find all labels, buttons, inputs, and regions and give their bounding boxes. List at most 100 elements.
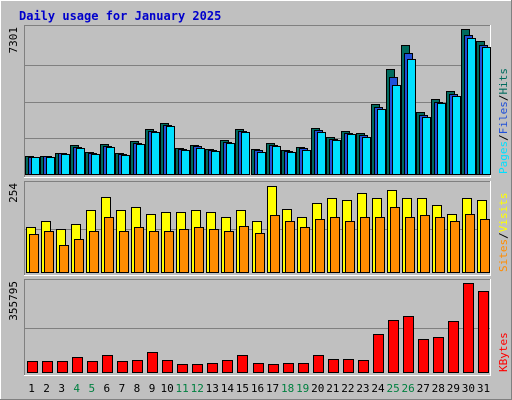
x-tick-label: 28	[432, 382, 445, 395]
bar-kbytes-day-17	[268, 364, 279, 373]
bar-kbytes-day-11	[177, 364, 188, 373]
bar-pages-day-31	[482, 47, 491, 175]
bar-kbytes-day-28	[433, 337, 444, 373]
x-tick-label: 1	[28, 382, 35, 395]
bar-pages-day-6	[106, 147, 115, 175]
x-tick-label: 20	[311, 382, 324, 395]
bar-kbytes-day-30	[463, 283, 474, 373]
bar-sites-day-15	[239, 226, 249, 273]
bar-pages-day-18	[287, 152, 296, 175]
x-tick-label: 31	[477, 382, 490, 395]
x-tick-label: 27	[417, 382, 430, 395]
x-tick-label: 29	[447, 382, 460, 395]
x-tick-label: 3	[58, 382, 65, 395]
bar-kbytes-day-31	[478, 291, 489, 373]
x-tick-label: 4	[73, 382, 80, 395]
bar-sites-day-7	[119, 231, 129, 273]
bar-kbytes-day-5	[87, 361, 98, 373]
bar-pages-day-28	[437, 103, 446, 175]
legend-pages: Pages	[497, 141, 510, 174]
x-tick-label: 24	[371, 382, 385, 395]
bar-kbytes-day-13	[207, 363, 218, 373]
bar-kbytes-day-25	[388, 320, 399, 373]
bar-pages-day-3	[61, 154, 70, 175]
x-tick-label: 22	[341, 382, 354, 395]
legend-hits: Hits	[497, 68, 510, 95]
bar-pages-day-23	[362, 137, 371, 175]
x-tick-label: 21	[326, 382, 339, 395]
bar-kbytes-day-23	[358, 360, 369, 373]
bar-sites-day-22	[345, 221, 355, 273]
bar-sites-day-5	[89, 231, 99, 273]
bar-pages-day-1	[31, 157, 40, 175]
bar-sites-day-14	[224, 231, 234, 273]
x-tick-label: 2	[43, 382, 50, 395]
bar-kbytes-day-24	[373, 334, 384, 373]
bar-sites-day-21	[330, 217, 340, 273]
x-tick-label: 25	[386, 382, 399, 395]
y-max-label: 355795	[7, 281, 20, 321]
bar-pages-day-8	[136, 144, 145, 175]
legend: Pages/Files/Hits	[497, 68, 510, 174]
bar-pages-day-7	[121, 155, 130, 175]
bar-sites-day-16	[255, 233, 265, 273]
bar-pages-day-12	[196, 148, 205, 175]
bar-kbytes-day-1	[27, 361, 38, 373]
x-tick-label: 15	[236, 382, 249, 395]
x-tick-label: 5	[88, 382, 95, 395]
bar-kbytes-day-26	[403, 316, 414, 373]
bar-kbytes-day-22	[343, 359, 354, 373]
bar-sites-day-8	[134, 227, 144, 273]
bar-pages-day-19	[302, 150, 311, 175]
bar-pages-day-20	[317, 132, 326, 175]
bar-kbytes-day-8	[132, 360, 143, 373]
bar-kbytes-day-6	[102, 355, 113, 373]
legend-visits: Visits	[497, 193, 510, 233]
legend-separator: /	[497, 95, 510, 102]
bar-kbytes-day-2	[42, 361, 53, 373]
panel-kbytes: 355795 KBytes	[7, 279, 510, 376]
bar-sites-day-19	[300, 227, 310, 273]
legend-files: Files	[497, 101, 510, 134]
y-max-label: 7301	[7, 27, 20, 54]
x-tick-label: 18	[281, 382, 294, 395]
bar-kbytes-day-4	[72, 357, 83, 373]
bar-kbytes-day-29	[448, 321, 459, 373]
bar-pages-day-15	[241, 132, 250, 175]
bar-pages-day-5	[91, 154, 100, 175]
legend-separator: /	[497, 232, 510, 239]
bar-sites-day-25	[390, 207, 400, 273]
bar-pages-day-24	[377, 109, 386, 175]
bar-pages-day-27	[422, 117, 431, 175]
bar-pages-day-10	[166, 126, 175, 175]
bar-kbytes-day-27	[418, 339, 429, 373]
bar-sites-day-27	[420, 215, 430, 273]
chart-title: Daily usage for January 2025	[19, 9, 221, 23]
bar-kbytes-day-18	[283, 363, 294, 373]
legend-sites: Sites	[497, 239, 510, 272]
x-tick-label: 7	[119, 382, 126, 395]
bar-pages-day-25	[392, 85, 401, 175]
x-tick-label: 6	[104, 382, 111, 395]
x-tick-label: 30	[462, 382, 475, 395]
bar-sites-day-3	[59, 245, 69, 273]
bar-kbytes-day-12	[192, 364, 203, 373]
x-tick-label: 12	[191, 382, 204, 395]
x-tick-label: 9	[149, 382, 156, 395]
bar-pages-day-11	[181, 150, 190, 175]
bar-sites-day-10	[164, 231, 174, 273]
bar-pages-day-17	[272, 146, 281, 175]
legend: KBytes	[497, 332, 510, 372]
bar-pages-day-16	[257, 152, 266, 175]
panel-sites-visits: 254 Sites/Visits	[7, 181, 510, 276]
bar-kbytes-day-21	[328, 359, 339, 373]
bar-kbytes-day-7	[117, 361, 128, 373]
legend: Sites/Visits	[497, 193, 510, 273]
bar-pages-day-26	[407, 59, 416, 175]
bar-sites-day-4	[74, 239, 84, 273]
bar-sites-day-20	[315, 219, 325, 273]
bar-pages-day-14	[226, 143, 235, 175]
legend-separator: /	[497, 134, 510, 141]
bar-kbytes-day-20	[313, 355, 324, 373]
